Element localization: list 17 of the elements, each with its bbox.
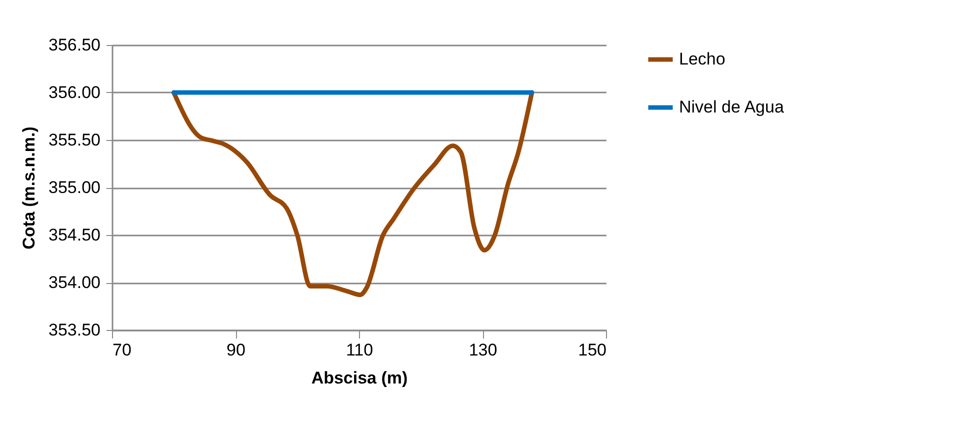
y-tick-label: 355.00 [48, 178, 100, 197]
x-tick-label: 130 [468, 340, 498, 360]
x-axis-title: Abscisa (m) [311, 368, 408, 388]
y-tick-label: 354.00 [48, 273, 100, 292]
legend-label: Nivel de Agua [679, 98, 784, 116]
y-tick-label: 354.50 [48, 226, 100, 244]
y-axis-title: Cota (m.s.n.m.) [20, 126, 39, 250]
y-tick-label: 356.00 [48, 83, 100, 102]
y-tick-label: 355.50 [48, 130, 100, 150]
line-series [172, 90, 534, 298]
x-tick-label: 90 [226, 340, 246, 360]
legend-label: Lecho [679, 50, 726, 68]
x-tick-label: 110 [346, 340, 374, 360]
x-tick-label: 150 [578, 340, 606, 360]
y-tick-label: 356.50 [48, 36, 100, 54]
y-tick-label: 353.50 [48, 320, 100, 340]
x-tick-label: 70 [112, 340, 132, 360]
